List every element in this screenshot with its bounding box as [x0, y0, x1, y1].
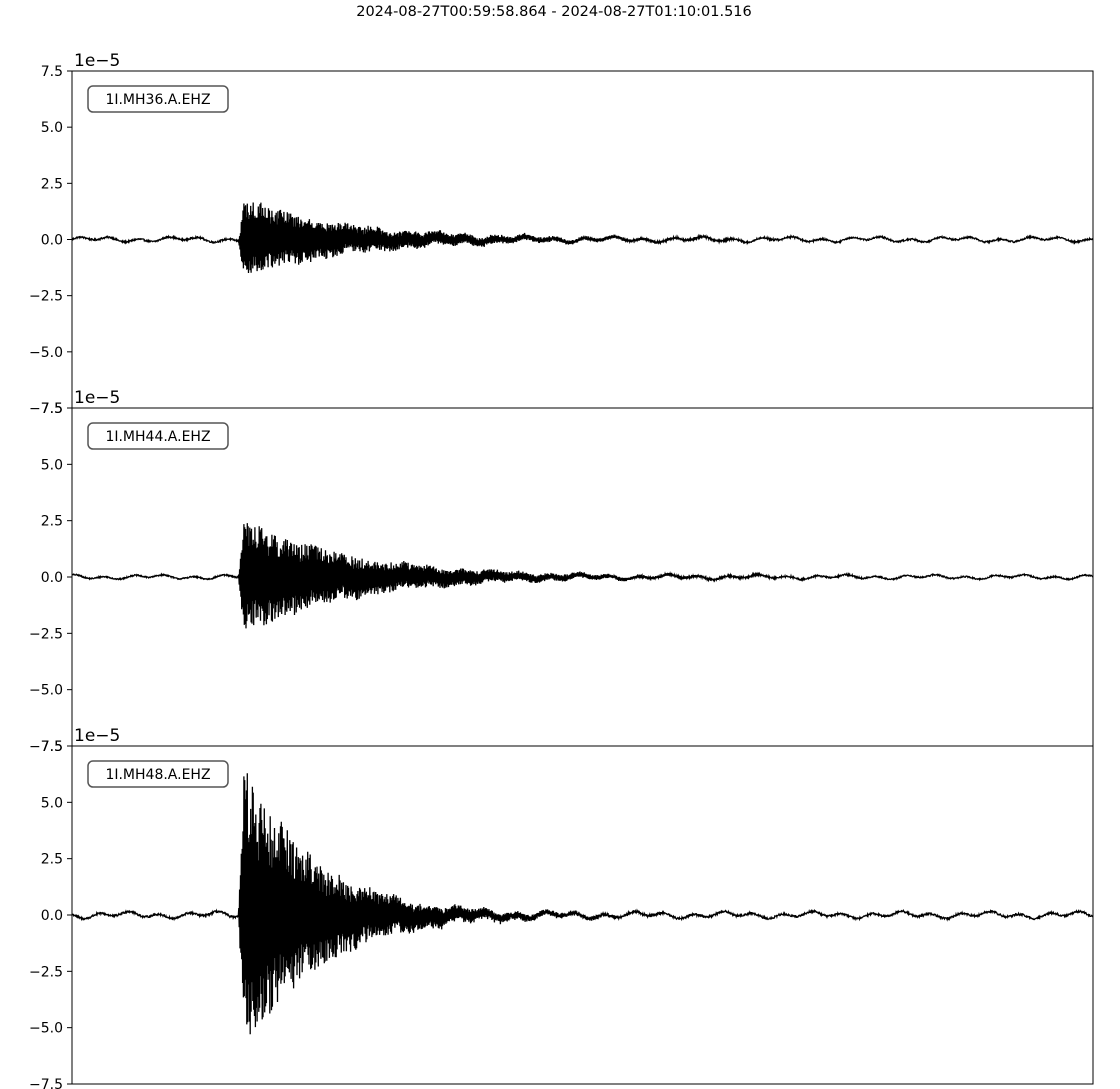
y-tick-label: −2.5 — [29, 964, 63, 980]
y-offset-label: 1e−5 — [74, 51, 120, 71]
trace-panel: −7.5 −5.0 −2.5 0.0 2.5 5.0 7.5 1e−5 1I.MH44.A.EH… — [29, 388, 1094, 755]
waveform-line — [71, 202, 1094, 274]
trace-label: 1I.MH44.A.EHZ — [105, 429, 210, 445]
waveform-line — [71, 773, 1094, 1035]
waveform-line — [71, 523, 1094, 629]
y-tick-label: −7.5 — [29, 1077, 63, 1089]
y-tick-label: 2.5 — [41, 514, 63, 530]
y-tick-label: 7.5 — [41, 64, 63, 80]
trace-label-box — [87, 85, 229, 113]
y-tick-label: 5.0 — [41, 120, 63, 136]
y-tick-label: 2.5 — [41, 176, 63, 192]
y-offset-label: 1e−5 — [74, 726, 120, 746]
y-tick-label: 0.0 — [41, 233, 63, 249]
y-tick-label: 2.5 — [41, 852, 63, 868]
chart-title: 2024-08-27T00:59:58.864 - 2024-08-27T01:… — [356, 4, 752, 20]
y-tick-label: 5.0 — [41, 457, 63, 473]
trace-panel: −7.5 −5.0 −2.5 0.0 2.5 5.0 7.5 1e−5 1I.MH48.A.EH… — [29, 726, 1094, 1089]
y-tick-label: −7.5 — [29, 739, 63, 755]
y-tick-label: 0.0 — [41, 908, 63, 924]
y-tick-label: 7.5 — [41, 401, 63, 417]
y-tick-label: −5.0 — [29, 1021, 63, 1037]
y-tick-label: −5.0 — [29, 345, 63, 361]
y-tick-label: 5.0 — [41, 795, 63, 811]
y-offset-label: 1e−5 — [74, 388, 120, 408]
y-tick-label: −7.5 — [29, 401, 63, 417]
y-tick-label: 0.0 — [41, 570, 63, 586]
trace-label-box — [87, 760, 229, 788]
trace-label: 1I.MH36.A.EHZ — [105, 92, 210, 108]
trace-panel: −7.5 −5.0 −2.5 0.0 2.5 5.0 7.5 1e−5 1I.MH36.A.EH… — [29, 51, 1094, 417]
y-tick-label: 7.5 — [41, 739, 63, 755]
trace-label-box — [87, 422, 229, 450]
trace-label: 1I.MH48.A.EHZ — [105, 767, 210, 783]
y-tick-label: −2.5 — [29, 626, 63, 642]
y-tick-label: −5.0 — [29, 683, 63, 699]
y-tick-label: −2.5 — [29, 289, 63, 305]
